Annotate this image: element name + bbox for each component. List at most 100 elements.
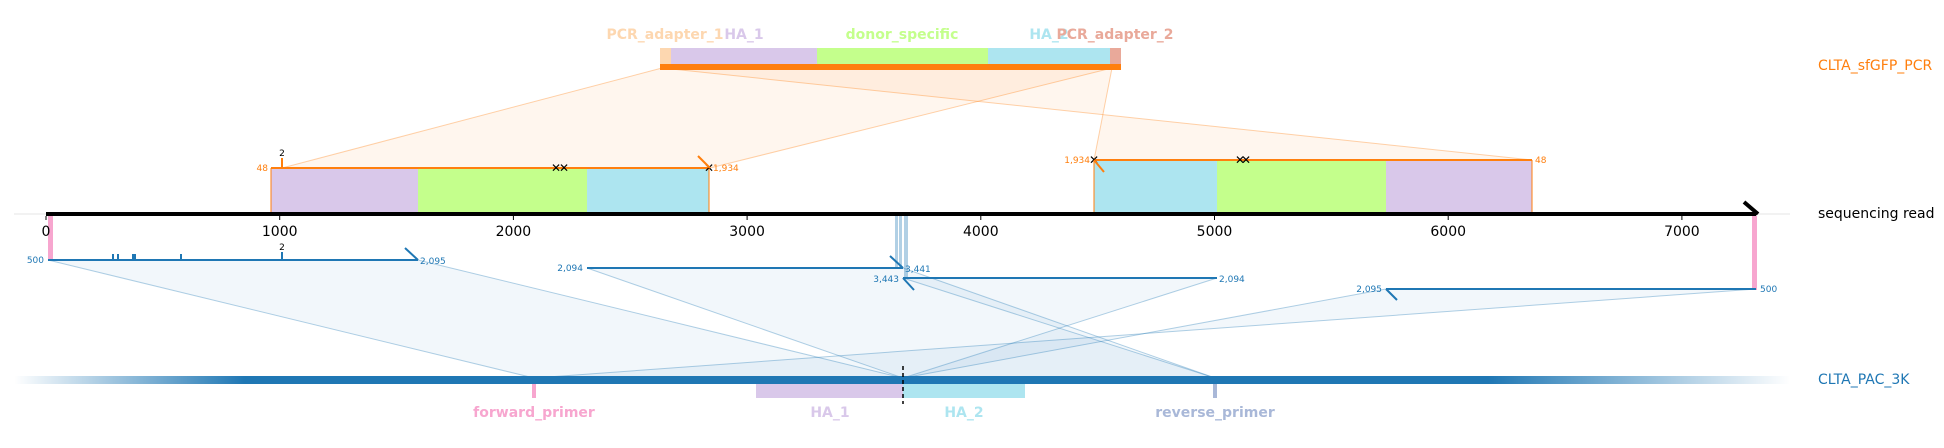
alignment-start-label: 500 [27,256,44,266]
fan-line [902,267,1216,379]
alignment-end-label: 3,441 [905,265,931,275]
axis-tick-label: 4000 [963,224,999,240]
feature-reverse-primer [1213,380,1217,398]
indel-marker [899,216,902,268]
bottom-alignment-2: 2,094 3,441 [557,216,931,275]
insertion-marker [281,158,283,168]
fan-line [661,67,1533,161]
mismatch-marker: ✕ [1241,153,1251,167]
indel-marker [904,216,908,278]
segment-ha-2 [1094,160,1217,214]
insertion-marker [180,254,182,260]
bottom-alignment-1-fan [48,260,903,378]
segment-ha-1 [271,168,418,214]
fan-line [902,277,1216,379]
fan-line [47,259,535,379]
axis-tick-label: 3000 [729,224,765,240]
label-donor-specific: donor_specific [846,27,959,43]
fan-line [902,277,1218,379]
alignment-end-label: 2,094 [1219,275,1245,285]
bottom-alignment-4-fan [534,289,1756,378]
feature-ha-2 [988,48,1110,64]
alignment-end-label: 48 [1535,156,1547,166]
fan-line [709,67,1113,169]
feature-ha-1 [671,48,817,64]
alignment-start-label: 1,934 [1064,156,1090,166]
read-end-marker [1752,216,1757,290]
bottom-reference-track: forward_primer HA_1 HA_2 reverse_primer … [14,259,1910,421]
bottom-alignment-2-fan [587,268,1215,378]
bottom-alignment-4: 2,095 500 [1356,285,1777,301]
segment-donor-specific [418,168,587,214]
top-alignment-1-fan [282,68,1112,168]
axis-tick-label: 5000 [1197,224,1233,240]
alignment-start-label: 3,443 [873,275,899,285]
alignment-start-label: 48 [257,164,269,174]
top-alignment-2-fan [662,68,1532,160]
alignment-start-label: 2,094 [557,264,583,274]
fan-line [586,267,904,379]
fan-line [533,288,1757,379]
alignment-end-tick [889,255,904,269]
fan-line [902,288,1387,379]
label-pcr-adapter-1: PCR_adapter_1 [606,27,723,43]
label-pcr-adapter-2: PCR_adapter_2 [1056,27,1173,43]
bottom-reference-bar [14,376,1790,384]
label-ha-1-bottom: HA_1 [810,405,849,421]
insertion-count: 2 [279,243,285,253]
label-forward-primer: forward_primer [473,405,595,421]
bottom-alignment-3-fan [903,278,1217,378]
bottom-alignment-1: 2 500 2,095 [27,243,446,267]
axis-tick-label: 6000 [1430,224,1466,240]
alignment-start-tick [1093,159,1105,173]
alignment-start-tick [902,277,915,291]
top-reference-name: CLTA_sfGFP_PCR [1818,58,1932,74]
feature-pcr-adapter-2 [1110,48,1121,64]
insertion-marker [132,254,136,260]
bottom-reference-name: CLTA_PAC_3K [1818,372,1910,388]
mismatch-marker: ✕ [559,161,569,175]
label-ha-2-bottom: HA_2 [944,405,983,421]
bottom-alignment-3: 3,443 2,094 [873,216,1245,291]
mismatch-marker: ✕ [551,161,561,175]
segment-ha-1 [1386,160,1532,214]
alignment-end-tick [404,247,419,261]
mismatch-marker: ✕ [1235,153,1245,167]
read-start-marker [48,216,53,260]
indel-marker [895,216,898,268]
axis-ticks: 0 1000 2000 3000 4000 5000 6000 7000 [42,216,1700,240]
fan-line [1093,67,1113,161]
label-ha-2-top: HA_2 [1029,27,1068,43]
top-alignment-2: ✕ ✕ ✕ 1,934 48 [1064,153,1547,214]
alignment-end-label: 500 [1760,285,1777,295]
alignment-end-tick [697,155,711,169]
insertion-count: 2 [279,149,285,159]
alignment-start-tick [1385,288,1398,301]
alignment-end-label: 2,095 [420,257,446,267]
insertion-marker [112,254,114,260]
label-ha-1-top: HA_1 [724,27,763,43]
label-reverse-primer: reverse_primer [1155,405,1275,421]
top-alignment-1: 2 ✕ ✕ ✕ 48 1,934 [257,149,739,214]
feature-ha-1-bottom [756,380,903,398]
fan-line [417,259,904,379]
axis-tick-label: 7000 [1664,224,1700,240]
feature-pcr-adapter-1 [660,48,671,64]
top-reference-track: PCR_adapter_1 HA_1 donor_specific HA_2 P… [281,27,1932,169]
read-end-arrow [1742,200,1760,216]
segment-ha-2 [587,168,709,214]
fan-line [281,67,663,169]
axis-tick-label: 0 [42,224,51,240]
segment-donor-specific [1217,160,1386,214]
alignment-start-label: 2,095 [1356,285,1382,295]
insertion-marker [117,254,119,260]
sequencing-read-label: sequencing read [1818,206,1934,222]
feature-ha-2-bottom [903,380,1025,398]
alignment-end-label: 1,934 [713,164,739,174]
insertion-marker [281,252,283,260]
axis-tick-label: 2000 [496,224,532,240]
axis-tick-label: 1000 [262,224,298,240]
feature-donor-specific [817,48,988,64]
top-reference-bar [660,64,1121,70]
